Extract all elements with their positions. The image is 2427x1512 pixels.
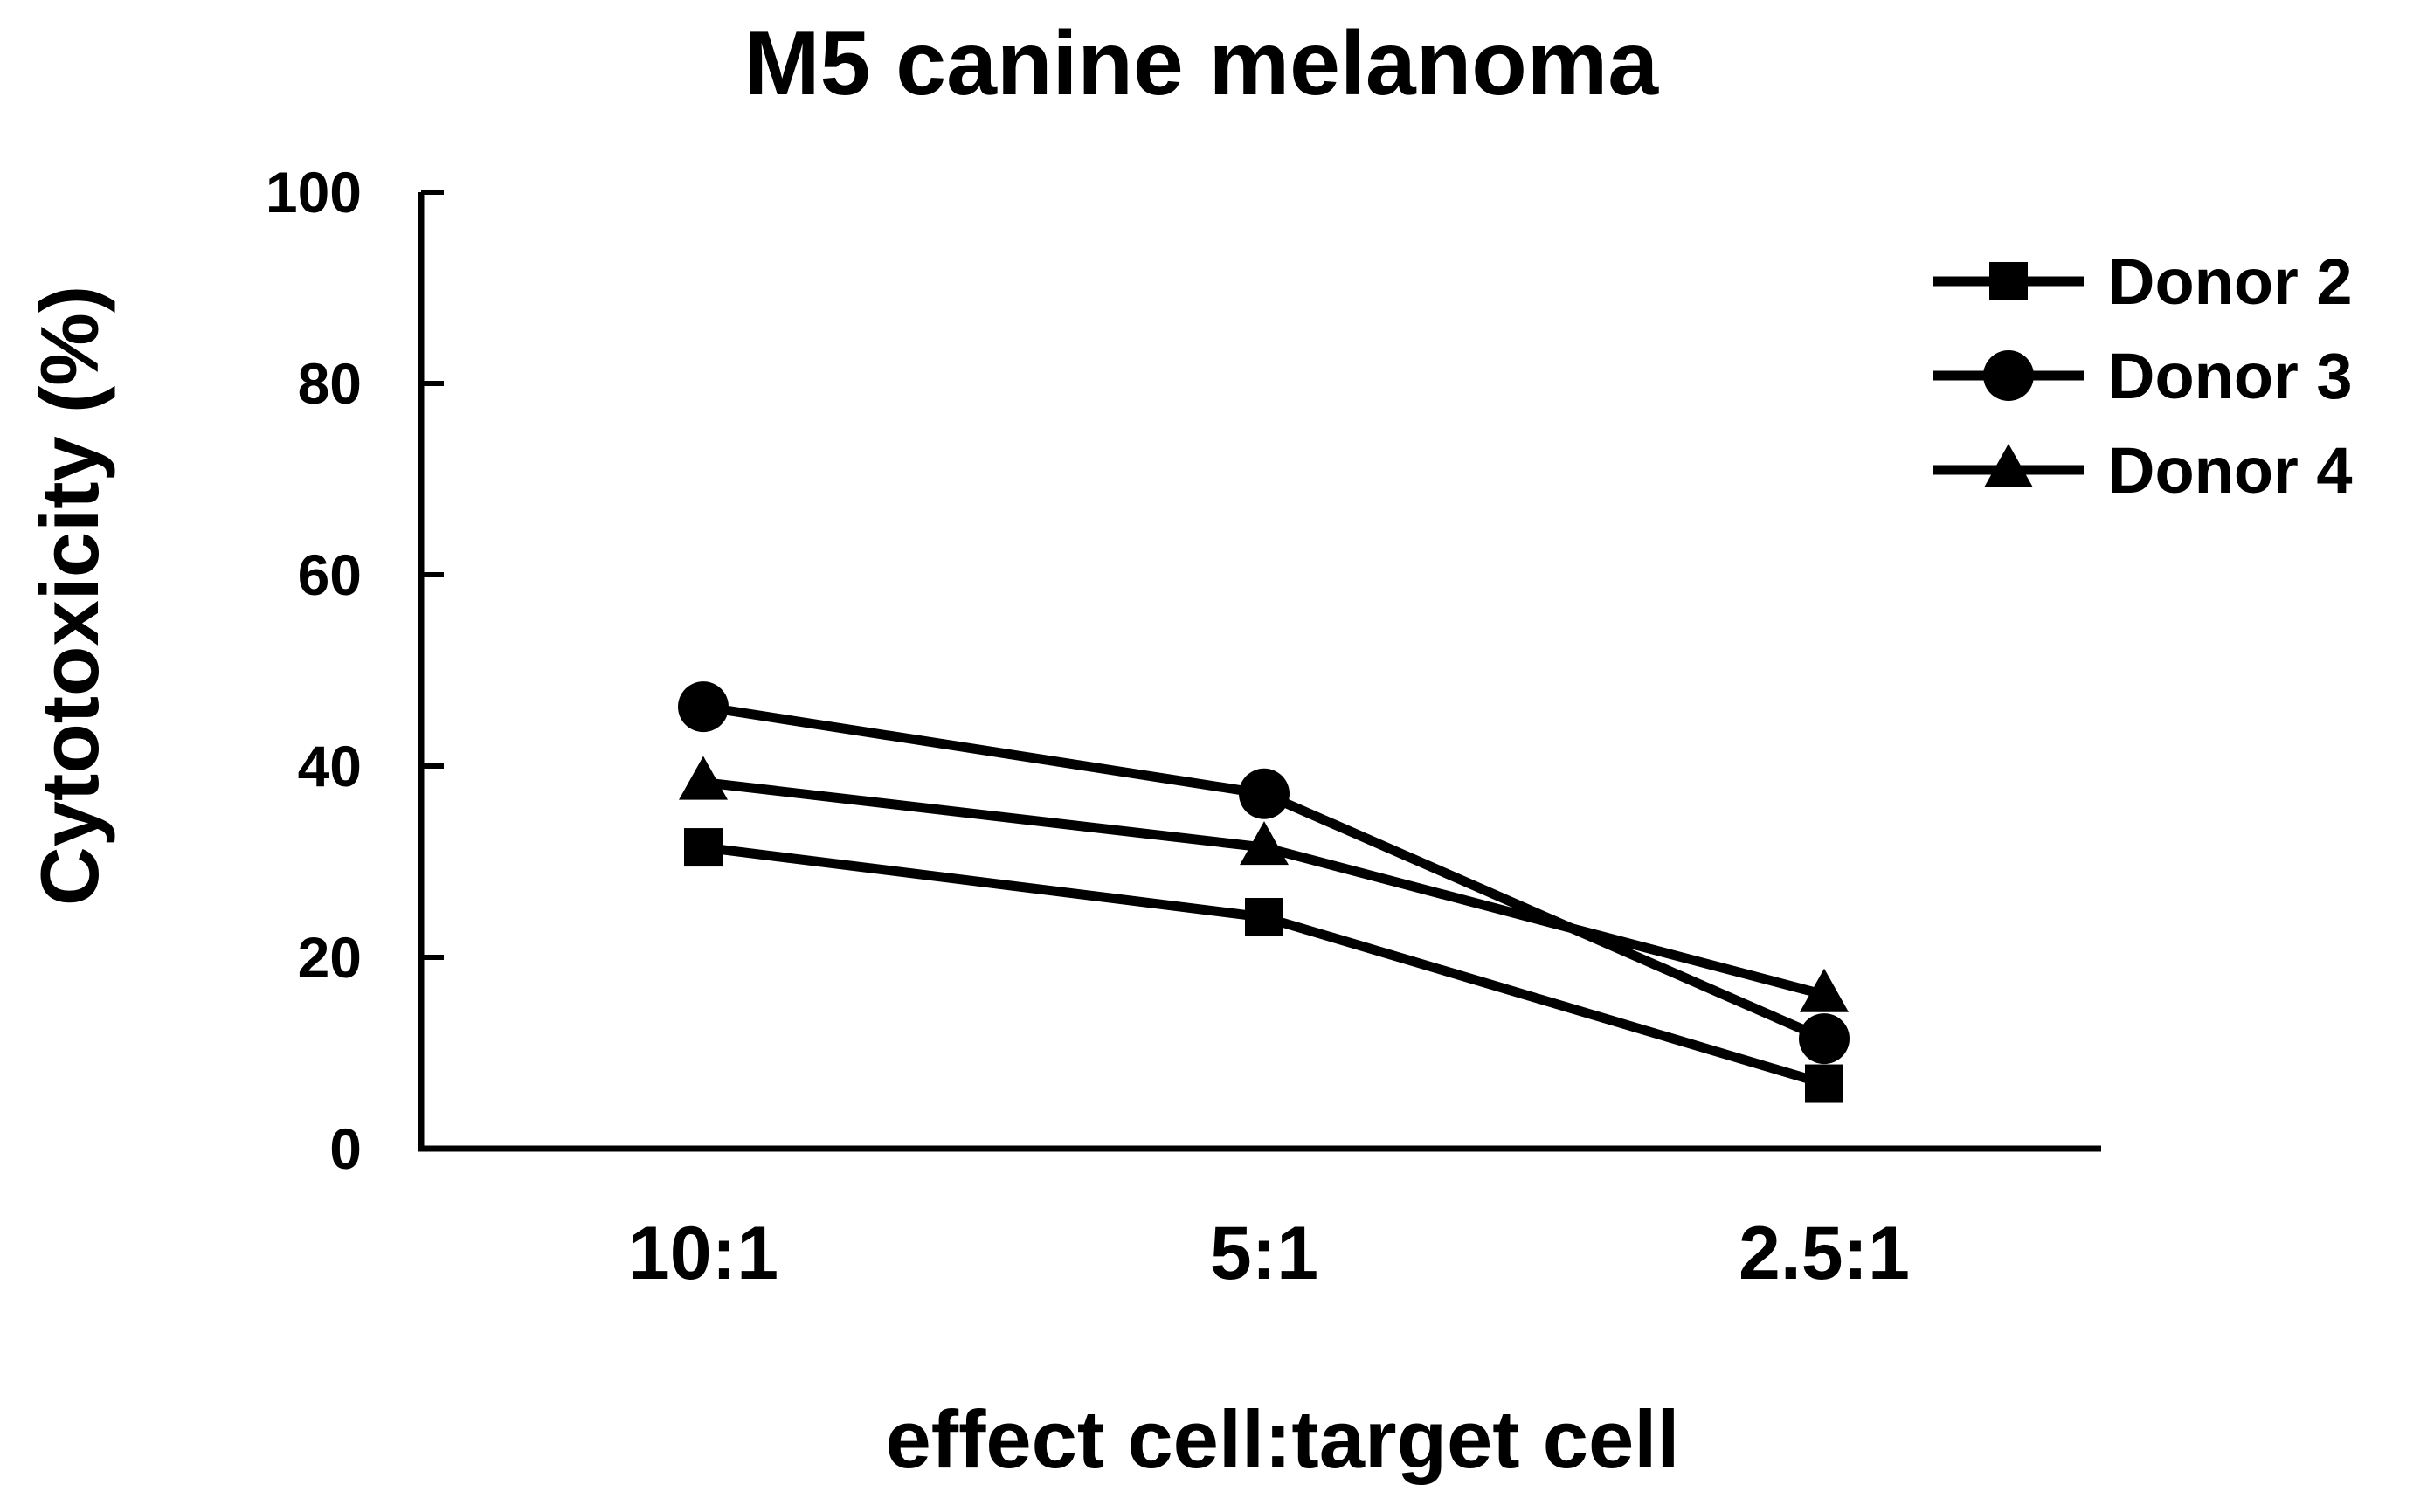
legend-marker-triangle <box>1984 444 2033 487</box>
data-point-donor-3 <box>678 681 729 733</box>
x-tick-label: 2.5:1 <box>1739 1212 1910 1295</box>
data-point-donor-2 <box>1805 1064 1843 1103</box>
axes <box>418 192 2101 1152</box>
x-axis-ticks: 10:1 5:1 2.5:1 <box>628 1212 1910 1295</box>
y-tick-label: 100 <box>266 160 362 224</box>
data-point-donor-2 <box>684 828 723 867</box>
legend-marker-circle <box>1983 350 2034 401</box>
y-tick-label: 60 <box>298 542 362 607</box>
y-tick-label: 0 <box>329 1116 362 1181</box>
series-donor-2 <box>684 828 1843 1103</box>
y-axis-ticks: 0 20 40 60 80 100 <box>266 160 444 1181</box>
data-point-donor-4 <box>1240 821 1289 866</box>
legend-item-donor-4: Donor 4 <box>1933 434 2353 507</box>
legend-marker-square <box>1989 262 2028 300</box>
y-tick-label: 20 <box>298 925 362 990</box>
data-point-donor-4 <box>679 756 728 800</box>
x-axis-label: effect cell:target cell <box>885 1393 1679 1485</box>
legend-item-donor-2: Donor 2 <box>1933 245 2353 318</box>
x-tick-label: 5:1 <box>1210 1212 1318 1295</box>
series-layer <box>678 681 1850 1103</box>
legend-label: Donor 2 <box>2108 245 2353 318</box>
data-point-donor-3 <box>1799 1013 1850 1065</box>
data-point-donor-2 <box>1245 898 1283 937</box>
series-donor-3 <box>678 681 1850 1065</box>
legend-label: Donor 4 <box>2108 434 2353 507</box>
y-tick-label: 80 <box>298 351 362 416</box>
y-tick-label: 40 <box>298 734 362 798</box>
x-tick-label: 10:1 <box>628 1212 778 1295</box>
series-donor-4 <box>679 756 1849 1012</box>
legend-label: Donor 3 <box>2108 340 2353 412</box>
chart-title: M5 canine melanoma <box>744 13 1659 114</box>
data-point-donor-4 <box>1800 968 1849 1012</box>
legend-item-donor-3: Donor 3 <box>1933 340 2353 412</box>
y-axis-label: Cytotoxicity (%) <box>24 286 115 906</box>
legend: Donor 2 Donor 3 Donor 4 <box>1933 245 2353 507</box>
data-point-donor-3 <box>1239 768 1290 819</box>
